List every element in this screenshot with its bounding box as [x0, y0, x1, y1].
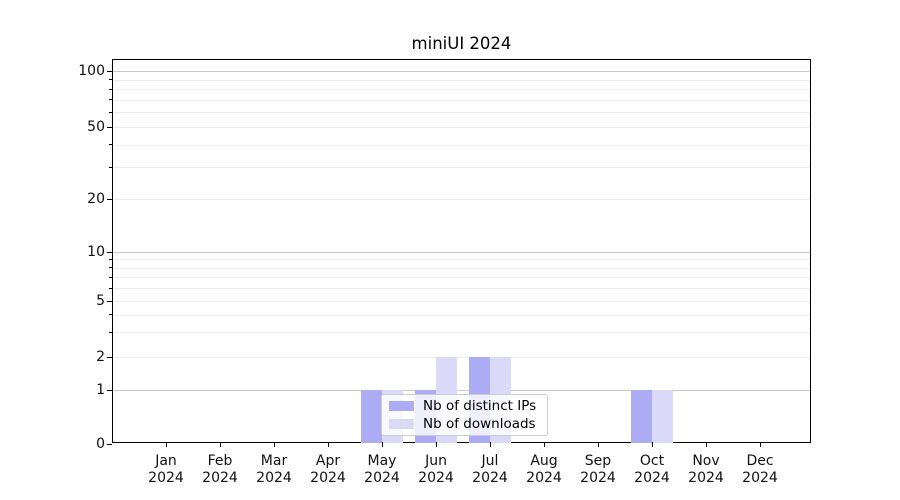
y-minor-tick-70: [109, 99, 112, 101]
x-tick-label-oct-2024: Oct 2024: [624, 453, 680, 486]
gridline-y-1: [113, 390, 810, 391]
y-tick-label-50: 50: [87, 119, 105, 135]
y-tick-label-100: 100: [78, 63, 105, 79]
plot-area: Nb of distinct IPs Nb of downloads 0 1 2 5 1…: [78, 59, 811, 486]
y-tick-1: [107, 389, 112, 391]
x-tick-dec: [760, 442, 761, 447]
y-tick-5: [107, 300, 112, 302]
gridline-y-80: [113, 89, 810, 91]
x-tick-label-may-2024: May 2024: [354, 453, 410, 486]
x-tick-apr: [328, 442, 329, 447]
x-tick-jan: [166, 442, 167, 447]
y-tick-2: [107, 356, 112, 358]
gridline-y-50: [113, 127, 810, 128]
x-tick-label-jul-2024: Jul 2024: [462, 453, 518, 486]
y-tick-100: [107, 70, 112, 72]
legend: Nb of distinct IPs Nb of downloads: [381, 394, 548, 436]
x-tick-year-jan: 2024: [148, 469, 184, 486]
y-minor-tick-90: [109, 79, 112, 80]
y-minor-tick-40: [109, 144, 112, 146]
x-tick-label-dec-2024: Dec 2024: [732, 453, 788, 486]
gridline-y-100: [113, 71, 810, 72]
chart-title: miniUI 2024: [411, 34, 512, 53]
gridline-y-3: [113, 332, 810, 334]
gridline-y-6: [113, 288, 810, 290]
x-tick-year-nov: 2024: [688, 469, 724, 486]
x-tick-label-sep-2024: Sep 2024: [570, 453, 626, 486]
x-tick-label-jun-2024: Jun 2024: [408, 453, 464, 486]
x-tick-mar: [274, 442, 275, 447]
bar-nb-of-distinct-ips-may: [361, 390, 382, 443]
y-tick-50: [107, 126, 112, 128]
y-minor-tick-30: [109, 166, 112, 168]
x-tick-may: [382, 442, 383, 447]
x-tick-sep: [598, 442, 599, 447]
x-tick-label-feb-2024: Feb 2024: [192, 453, 248, 486]
x-tick-year-feb: 2024: [202, 469, 238, 486]
y-minor-tick-3: [109, 331, 112, 333]
y-minor-tick-60: [109, 111, 112, 113]
x-tick-label-nov-2024: Nov 2024: [678, 453, 734, 486]
x-tick-label-apr-2024: Apr 2024: [300, 453, 356, 486]
x-tick-oct: [652, 442, 653, 447]
y-tick-label-1: 1: [96, 382, 105, 398]
x-tick-aug: [544, 442, 545, 447]
y-minor-tick-9: [109, 258, 112, 260]
x-tick-label-aug-2024: Aug 2024: [516, 453, 572, 486]
legend-label-distinct-ips: Nb of distinct IPs: [423, 397, 537, 414]
bar-nb-of-downloads-oct: [652, 390, 673, 443]
x-tick-year-jul: 2024: [472, 469, 508, 486]
y-tick-0: [107, 443, 112, 445]
bar-nb-of-distinct-ips-oct: [631, 390, 652, 443]
y-minor-tick-8: [109, 267, 112, 269]
gridline-y-70: [113, 99, 810, 101]
x-tick-year-mar: 2024: [256, 469, 292, 486]
gridline-y-2: [113, 357, 810, 358]
gridline-y-4: [113, 314, 810, 316]
gridline-y-40: [113, 144, 810, 146]
x-tick-year-may: 2024: [364, 469, 400, 486]
y-tick-label-0: 0: [96, 436, 105, 452]
y-tick-label-5: 5: [96, 293, 105, 309]
x-tick-label-mar-2024: Mar 2024: [246, 453, 302, 486]
gridline-y-20: [113, 199, 810, 200]
gridline-y-10: [113, 252, 810, 253]
x-tick-year-oct: 2024: [634, 469, 670, 486]
gridline-y-8: [113, 267, 810, 269]
x-tick-year-apr: 2024: [310, 469, 346, 486]
x-tick-year-dec: 2024: [742, 469, 778, 486]
x-tick-nov: [706, 442, 707, 447]
y-minor-tick-7: [109, 276, 112, 278]
gridline-y-7: [113, 277, 810, 279]
y-tick-10: [107, 251, 112, 253]
legend-label-downloads: Nb of downloads: [423, 416, 536, 433]
gridline-y-60: [113, 112, 810, 114]
x-tick-year-sep: 2024: [580, 469, 616, 486]
y-tick-label-20: 20: [87, 191, 105, 207]
legend-item-distinct-ips: Nb of distinct IPs: [389, 398, 547, 414]
y-tick-20: [107, 198, 112, 200]
x-tick-year-jun: 2024: [418, 469, 454, 486]
y-minor-tick-6: [109, 287, 112, 289]
legend-swatch-downloads: [389, 419, 414, 430]
gridline-y-90: [113, 79, 810, 81]
x-tick-feb: [220, 442, 221, 447]
y-minor-tick-80: [109, 88, 112, 90]
legend-swatch-distinct-ips: [389, 400, 414, 411]
legend-item-downloads: Nb of downloads: [389, 416, 547, 432]
x-tick-jun: [436, 442, 437, 447]
gridline-y-9: [113, 259, 810, 261]
y-tick-label-2: 2: [96, 349, 105, 365]
x-tick-jul: [490, 442, 491, 447]
x-tick-year-aug: 2024: [526, 469, 562, 486]
x-tick-label-jan-2024: Jan 2024: [138, 453, 194, 486]
gridline-y-5: [113, 301, 810, 302]
gridline-y-30: [113, 167, 810, 169]
y-minor-tick-4: [109, 314, 112, 316]
y-tick-label-10: 10: [87, 244, 105, 260]
